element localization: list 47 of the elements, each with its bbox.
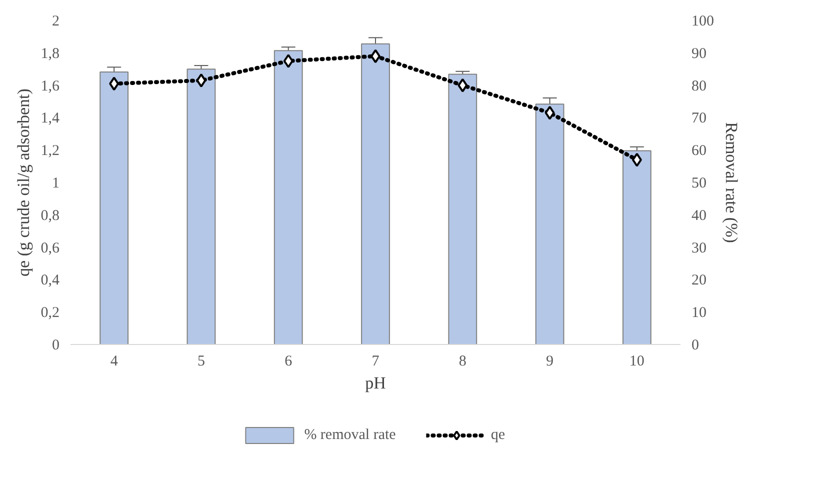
x-tick-label: 6 (284, 354, 293, 370)
y-tick-label: 1,8 (40, 46, 60, 62)
point (283, 54, 294, 68)
y2-tick-label: 20 (692, 272, 706, 289)
y-tick-label: 0,8 (40, 208, 60, 224)
y-tick-label: 1 (52, 176, 60, 192)
point (196, 73, 206, 88)
bar (361, 43, 390, 344)
bar (535, 104, 564, 344)
y2-tick-label: 50 (692, 176, 706, 192)
y2-tick-label: 80 (692, 78, 706, 94)
x-tick-label: 5 (197, 354, 205, 370)
point (109, 76, 120, 91)
x-tick-label: 7 (372, 354, 380, 370)
bar (100, 72, 129, 344)
point (632, 152, 642, 167)
y2-tick-label: 90 (692, 46, 706, 62)
y-tick-label: 1,2 (40, 143, 60, 160)
y-tick-label: 0,4 (40, 272, 60, 289)
x-tick-label: 4 (110, 354, 118, 370)
bar (448, 74, 478, 344)
x-tick-label: 8 (458, 354, 466, 370)
bar (186, 68, 216, 344)
y2-tick-label: 60 (692, 143, 706, 160)
y2-tick-label: 40 (692, 208, 706, 224)
y-tick-label: 1,6 (40, 78, 60, 94)
y-tick-label: 1,4 (40, 110, 60, 127)
y2-tick-label: 100 (692, 14, 714, 30)
y-tick-label: 0,2 (40, 305, 60, 322)
y-tick-label: 0,6 (40, 240, 60, 256)
x-axis-title: pH (365, 374, 386, 392)
legend-label: % removal rate (304, 426, 396, 444)
y2-tick-label: 0 (692, 338, 699, 354)
y-axis-title: qe (g crude oil/g adsorbent) (14, 88, 33, 276)
bar (622, 150, 652, 344)
legend-label: qe (490, 426, 506, 444)
point (544, 106, 555, 120)
x-tick-label: 9 (546, 354, 554, 370)
x-tick-label: 10 (629, 354, 644, 370)
y2-tick-label: 10 (692, 305, 706, 322)
y2-tick-label: 70 (692, 110, 706, 127)
y2-tick-label: 30 (692, 240, 706, 256)
bar (274, 50, 303, 344)
y2-axis-title: Removal rate (%) (722, 122, 741, 243)
y-tick-label: 2 (52, 14, 60, 30)
point (458, 78, 468, 92)
y-tick-label: 0 (52, 338, 60, 354)
